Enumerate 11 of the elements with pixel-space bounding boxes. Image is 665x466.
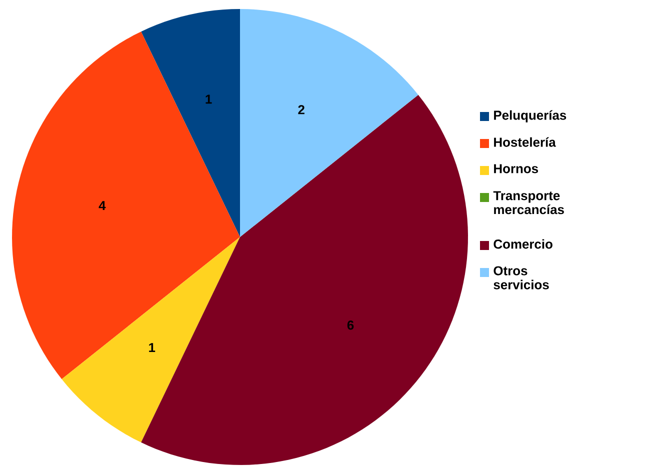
legend-label: Otros servicios	[494, 266, 549, 290]
legend-label: Comercio	[494, 239, 552, 249]
legend-label: Hostelería	[494, 137, 556, 147]
data-label: 1	[206, 94, 212, 104]
legend-label: Peluquerías	[494, 110, 566, 122]
data-label: 6	[347, 320, 354, 330]
legend-label: Transporte mercancías	[493, 191, 564, 214]
data-label: 1	[149, 343, 156, 352]
legend-label: Hornos	[494, 164, 538, 174]
data-label: 4	[98, 201, 106, 210]
data-label: 2	[298, 105, 304, 114]
